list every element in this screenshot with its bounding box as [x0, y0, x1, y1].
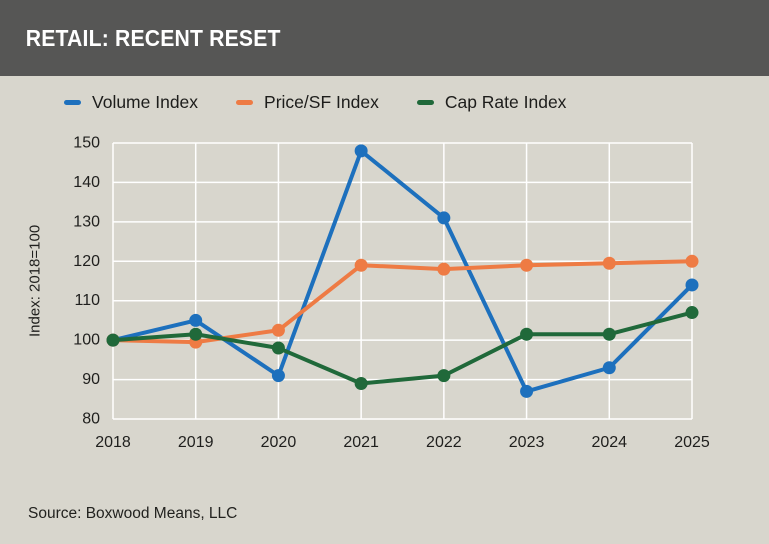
y-tick-label: 100: [73, 332, 100, 349]
data-point: [437, 211, 451, 225]
data-point: [271, 341, 285, 355]
data-point: [602, 256, 616, 270]
x-tick-label: 2021: [343, 434, 379, 451]
data-point: [437, 262, 451, 276]
y-axis-title: Index: 2018=100: [26, 224, 44, 338]
data-point: [520, 258, 534, 272]
data-point: [354, 258, 368, 272]
data-point: [354, 377, 368, 391]
source-note: Source: Boxwood Means, LLC: [28, 505, 238, 522]
data-point: [437, 369, 451, 383]
data-point: [602, 327, 616, 341]
legend-swatch-price-sf-index: [236, 99, 254, 105]
x-tick-label: 2025: [674, 434, 710, 451]
legend-label-cap-rate-index: Cap Rate Index: [444, 91, 567, 112]
series-line: [111, 259, 694, 345]
legend-item-volume-index: Volume Index: [64, 92, 198, 113]
data-point: [602, 361, 616, 375]
x-tick-label: 2020: [261, 434, 297, 451]
legend-label-volume-index: Volume Index: [92, 91, 199, 112]
data-point: [271, 323, 285, 337]
data-point: [685, 306, 699, 320]
data-point: [685, 278, 699, 292]
data-point: [354, 144, 368, 158]
y-tick-label: 90: [82, 371, 100, 388]
data-point: [106, 333, 120, 347]
data-point: [189, 313, 203, 327]
legend-swatch-volume-index: [64, 99, 81, 105]
series-line: [111, 310, 694, 386]
y-tick-label: 140: [73, 174, 100, 191]
y-tick-label: 110: [74, 292, 100, 309]
x-tick-label: 2023: [509, 434, 545, 451]
x-tick-label: 2022: [426, 434, 462, 451]
data-point: [271, 369, 285, 383]
page-title: RETAIL: RECENT RESET: [25, 24, 281, 51]
data-point: [520, 384, 534, 398]
x-tick-label: 2019: [178, 434, 214, 451]
data-point: [189, 327, 203, 341]
chart-svg: 80 90 100 110 120 130 140 150 2018 2019 2020 2021 20…: [73, 135, 710, 452]
legend-item-cap-rate-index: Cap Rate Index: [416, 91, 567, 113]
y-tick-label: 80: [82, 411, 100, 428]
y-tick-label: 120: [73, 253, 100, 270]
legend-swatch-cap-rate-index: [416, 99, 434, 105]
header-bar: RETAIL: RECENT RESET: [0, 0, 769, 76]
legend-item-price-sf-index: Price/SF Index: [236, 92, 379, 113]
y-tick-label: 130: [73, 213, 100, 230]
legend: Volume Index Price/SF Index Cap Rate Ind…: [64, 88, 566, 116]
data-point: [520, 327, 534, 341]
y-tick-label: 150: [73, 135, 100, 152]
x-tick-label: 2024: [591, 434, 627, 451]
series-line: [111, 148, 694, 394]
x-tick-label: 2018: [95, 434, 131, 451]
legend-label-price-sf-index: Price/SF Index: [264, 91, 379, 112]
data-point: [685, 254, 699, 268]
chart-area: 80 90 100 110 120 130 140 150 2018 2019 2020 2021 20…: [0, 130, 769, 465]
